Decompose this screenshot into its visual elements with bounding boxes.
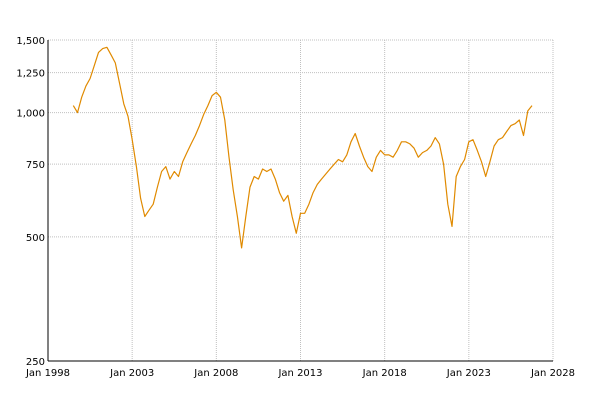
y-tick-label: 1,000 bbox=[16, 109, 45, 120]
y-tick-label: 1,250 bbox=[16, 69, 45, 80]
y-tick-label: 500 bbox=[26, 233, 45, 244]
series-layer bbox=[72, 46, 533, 249]
x-tick-label: Jan 2013 bbox=[277, 368, 322, 379]
axis-layer: Jan 1998 Jan 2003 Jan 2008 Jan 2013 Jan 2018… bbox=[16, 36, 575, 379]
series-line bbox=[72, 46, 533, 249]
x-tick-label: Jan 1998 bbox=[25, 368, 70, 379]
x-tick-label: Jan 2028 bbox=[530, 368, 575, 379]
x-tick-label: Jan 2023 bbox=[446, 368, 491, 379]
x-tick-label: Jan 2003 bbox=[109, 368, 154, 379]
x-tick-label: Jan 2008 bbox=[193, 368, 238, 379]
x-tick-label: Jan 2018 bbox=[362, 368, 407, 379]
grid-layer bbox=[47, 39, 554, 362]
y-tick-label: 250 bbox=[26, 357, 45, 368]
y-tick-label: 1,500 bbox=[16, 36, 45, 47]
y-tick-label: 750 bbox=[26, 160, 45, 171]
